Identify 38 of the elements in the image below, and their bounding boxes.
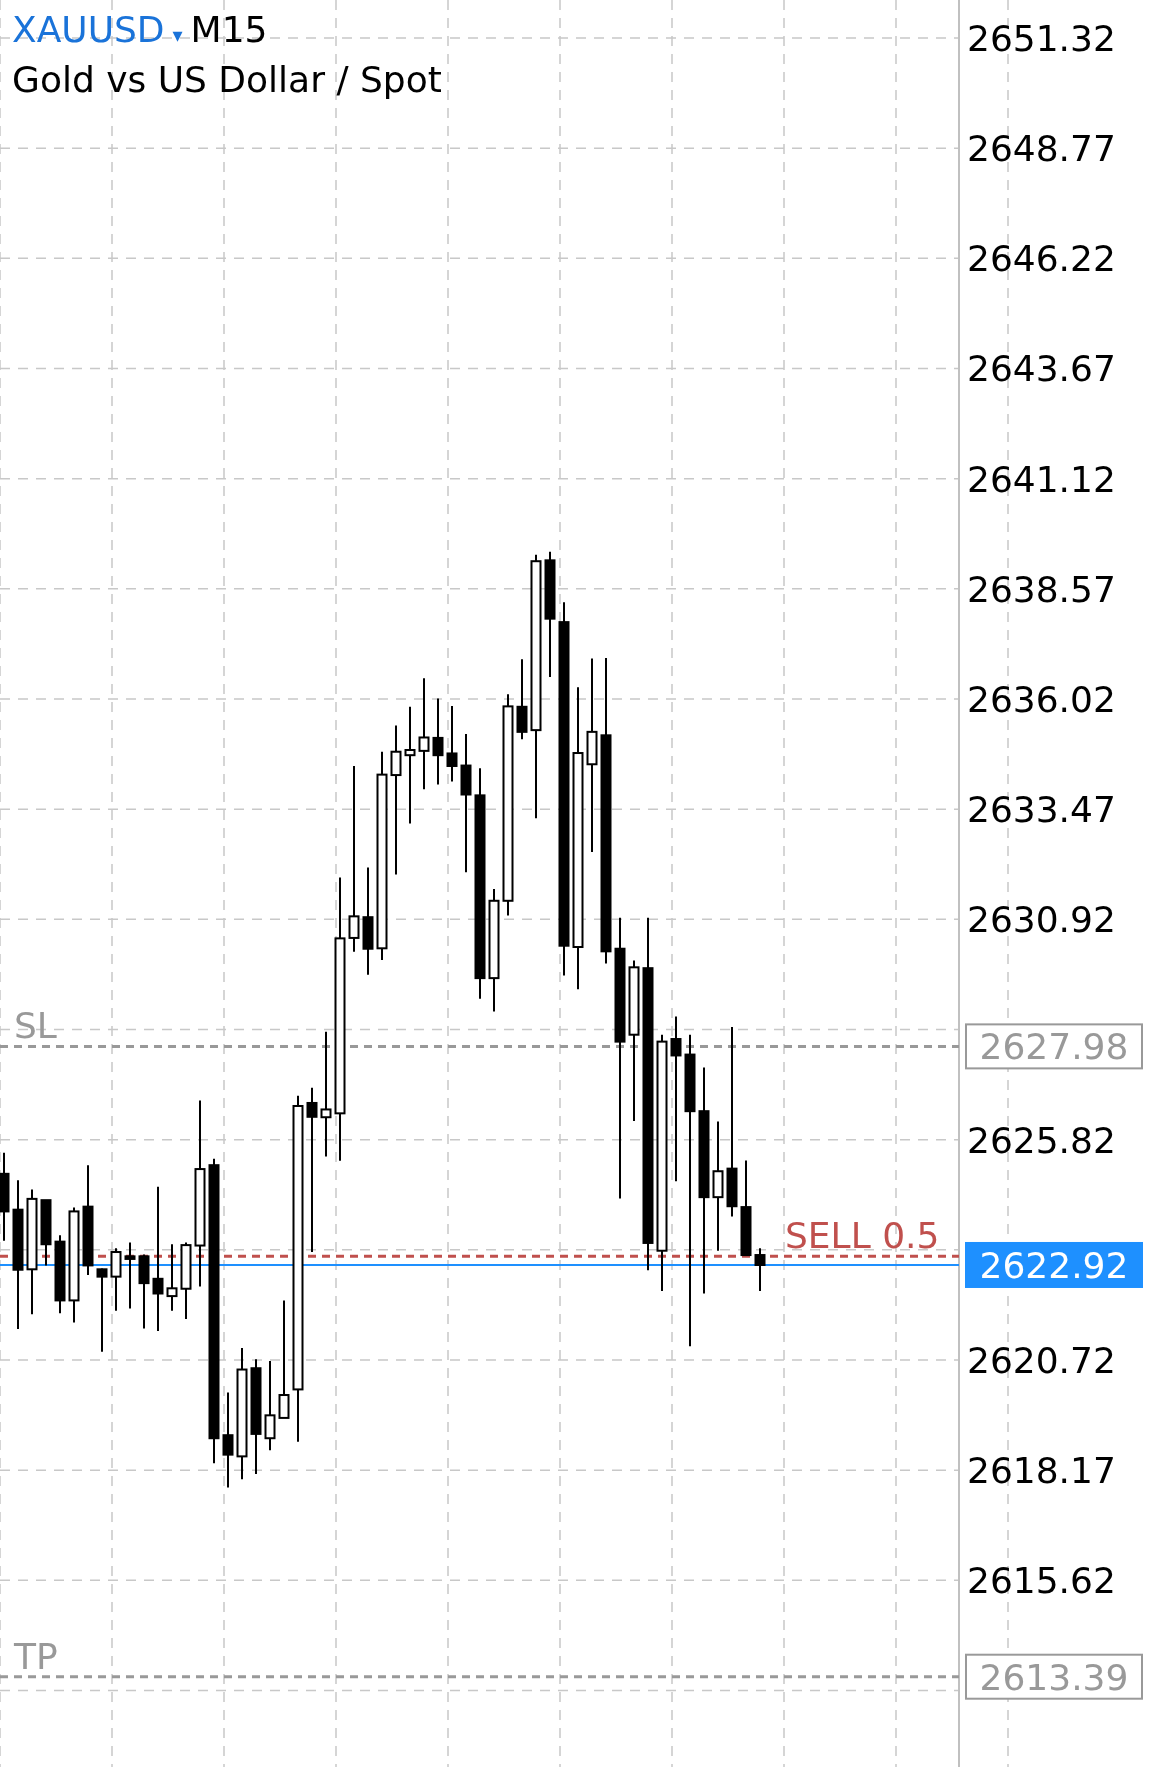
y-tick-label: 2620.72 (967, 1339, 1116, 1381)
text: 2613.39 (979, 1656, 1129, 1698)
candlestick (124, 1241, 136, 1310)
y-tick-label: 2646.22 (967, 238, 1116, 280)
text: 2622.92 (979, 1244, 1129, 1286)
ref-line-label: SL (14, 1005, 57, 1047)
candlestick (152, 1185, 164, 1333)
y-tick-label: 2643.67 (967, 348, 1116, 390)
y-tick-label: 2618.17 (967, 1450, 1116, 1492)
candlestick (278, 1299, 290, 1419)
candlestick (96, 1267, 108, 1353)
candlestick (754, 1247, 766, 1292)
y-tick-label: 2648.77 (967, 128, 1116, 170)
candlestick (390, 724, 402, 876)
candlestick (264, 1359, 276, 1452)
y-tick-label: 2641.12 (967, 458, 1116, 500)
y-tick-label: 2636.02 (967, 678, 1116, 720)
ref-line-label: SELL 0.5 (785, 1215, 940, 1257)
candlestick (670, 1015, 682, 1183)
y-tick-label: 2651.32 (967, 17, 1116, 59)
y-tick-label: 2638.57 (967, 568, 1116, 610)
candlestick (432, 697, 444, 786)
chart-title: XAUUSD ▾ M15 (12, 9, 268, 50)
ref-line-label: TP (13, 1635, 58, 1677)
candlestick (418, 677, 430, 791)
candlestick (404, 705, 416, 825)
y-tick-label: 2625.82 (967, 1119, 1116, 1161)
candlestick (306, 1086, 318, 1254)
candlestick (348, 764, 360, 953)
text: Gold vs US Dollar / Spot (12, 59, 442, 100)
y-tick-label: 2633.47 (967, 789, 1116, 831)
y-tick-label: 2615.62 (967, 1560, 1116, 1602)
text: 2627.98 (979, 1026, 1129, 1068)
candlestick (446, 704, 458, 783)
candlestick (166, 1243, 178, 1312)
candlestick (222, 1391, 234, 1489)
candlestick (320, 1030, 332, 1158)
y-tick-label: 2630.92 (967, 899, 1116, 941)
